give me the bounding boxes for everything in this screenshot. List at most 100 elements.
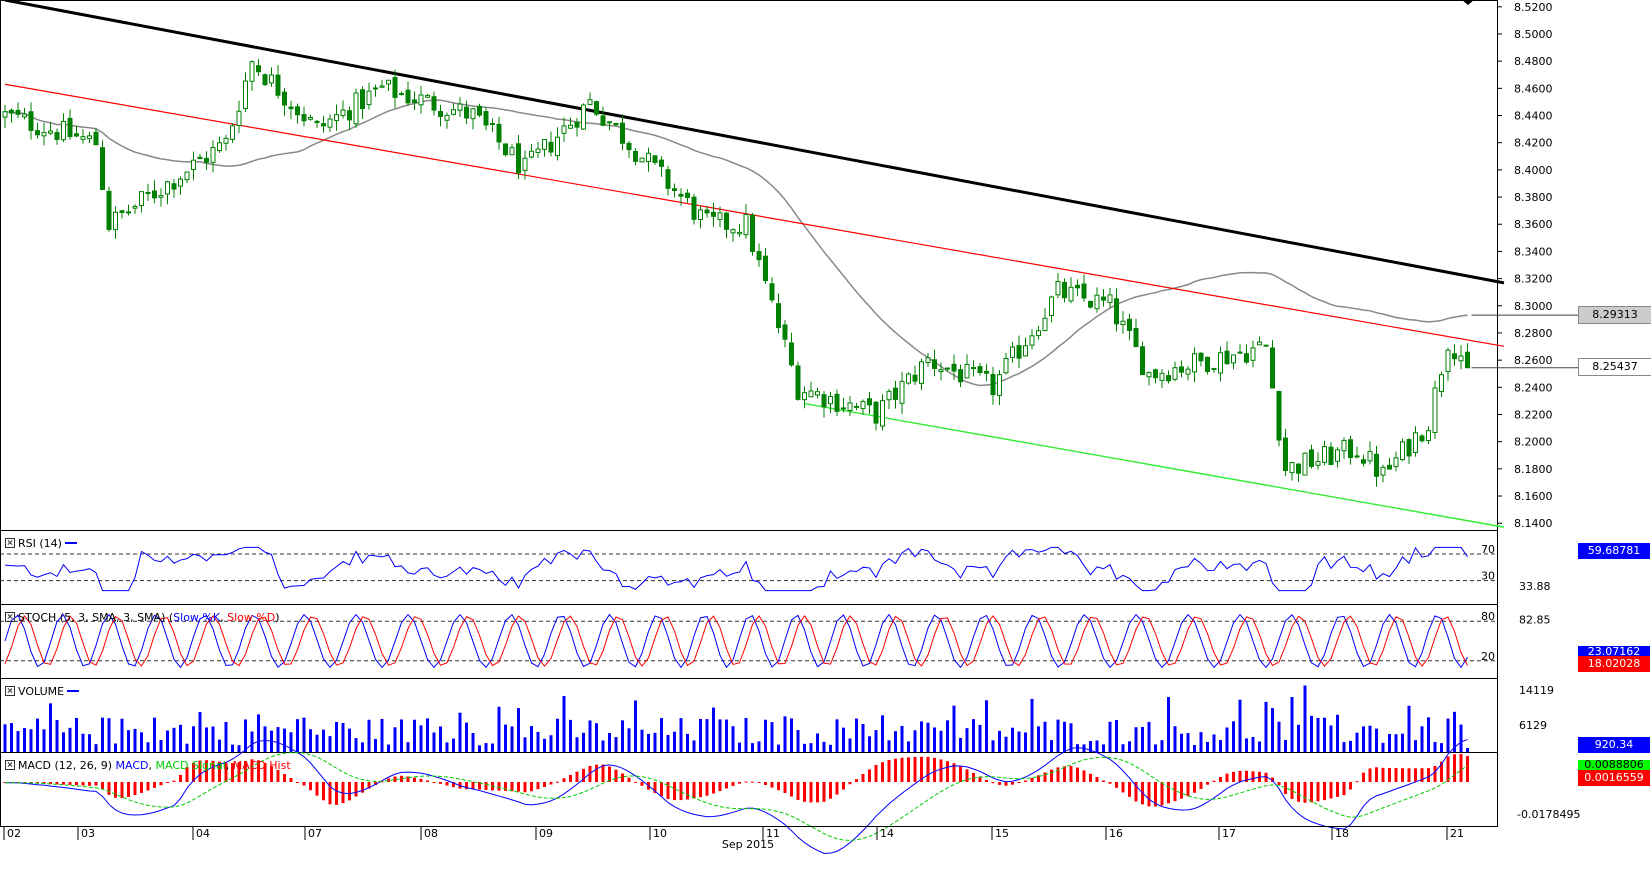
volume-bar xyxy=(179,724,182,752)
macd-hist-bar xyxy=(1147,782,1151,807)
volume-bar xyxy=(205,727,208,752)
candle-body xyxy=(990,373,996,396)
main-price-panel: 8.5200 8.5000 8.4800 8.4600 8.4400 8.4200 8.40… xyxy=(0,0,1578,531)
macd-hist-bar xyxy=(1011,782,1014,785)
volume-value-tag: 920.34 xyxy=(1578,737,1650,753)
candle-body xyxy=(626,142,632,151)
last-price-tag: 8.25437 xyxy=(1578,358,1651,376)
macd-hist-bar xyxy=(679,782,683,801)
candle-body xyxy=(9,109,14,114)
candle-body xyxy=(282,91,287,106)
volume-bar xyxy=(419,725,423,752)
volume-bar xyxy=(406,742,410,752)
macd-hist-bar xyxy=(1095,776,1099,782)
macd-hist-bar xyxy=(432,782,436,783)
candle-body xyxy=(165,181,170,195)
candle-body xyxy=(210,147,216,163)
macd-hist-bar xyxy=(231,763,234,782)
macd-hist-bar xyxy=(296,782,299,783)
macd-hist-bar xyxy=(1199,782,1203,789)
macd-hist-bar xyxy=(1329,782,1333,799)
candle-body xyxy=(152,190,157,199)
volume-bar xyxy=(744,718,748,752)
candle-body xyxy=(1302,452,1308,476)
candle-body xyxy=(1049,296,1054,316)
macd-hist-bar xyxy=(1115,782,1118,788)
price-tick-label: 8.2400 xyxy=(1514,381,1553,394)
volume-bar xyxy=(263,726,267,752)
macd-hist-bar xyxy=(380,781,384,783)
macd-hist-bar xyxy=(335,782,338,805)
volume-bar xyxy=(1290,697,1294,752)
macd-hist-bar xyxy=(94,782,98,786)
macd-hist-bar xyxy=(244,760,247,782)
volume-bar xyxy=(679,718,683,752)
stoch-d-line xyxy=(4,615,1468,667)
close-icon[interactable] xyxy=(5,538,15,548)
volume-bar xyxy=(725,719,728,752)
close-icon[interactable] xyxy=(5,760,15,770)
volume-bar xyxy=(920,721,923,752)
macd-hist-bar xyxy=(62,782,65,785)
macd-hist-bar xyxy=(341,782,345,804)
macd-hist-bar xyxy=(42,782,46,784)
volume-bar xyxy=(29,729,33,752)
candle-body xyxy=(698,209,703,221)
volume-bar xyxy=(874,730,878,752)
price-tick-label: 8.3200 xyxy=(1514,273,1553,286)
candle-body xyxy=(685,192,690,199)
macd-hist-bar xyxy=(133,782,137,796)
volume-bar xyxy=(1147,721,1151,752)
volume-bar xyxy=(575,737,579,752)
candle-body xyxy=(639,157,645,163)
candle-body xyxy=(67,117,73,137)
candle-body xyxy=(503,143,508,156)
volume-bar xyxy=(1212,734,1216,752)
candle-body xyxy=(808,390,814,398)
macd-hist-bar xyxy=(692,782,696,799)
macd-hist-bar xyxy=(120,782,124,799)
volume-bar xyxy=(484,743,488,752)
volume-bar xyxy=(731,726,735,752)
volume-bar xyxy=(861,724,865,752)
volume-bar xyxy=(380,718,384,752)
volume-bar xyxy=(978,724,982,752)
macd-hist-bar xyxy=(543,782,546,787)
volume-bar xyxy=(1232,721,1235,752)
volume-bar xyxy=(692,740,696,752)
volume-bar xyxy=(81,733,85,752)
candle-body xyxy=(743,213,749,236)
volume-bar xyxy=(322,729,325,752)
volume-bar xyxy=(224,721,228,752)
close-icon[interactable] xyxy=(5,612,15,622)
macd-hist-bar xyxy=(751,781,754,783)
candle-body xyxy=(1335,449,1340,462)
volume-bar xyxy=(757,741,761,752)
candle-body xyxy=(529,150,534,158)
macd-hist-bar xyxy=(315,782,319,796)
candle-body xyxy=(457,103,463,111)
candle-body xyxy=(1231,354,1236,364)
close-icon[interactable] xyxy=(5,686,15,696)
volume-bar xyxy=(68,727,72,752)
volume-bar xyxy=(1277,721,1281,752)
macd-hist-bar xyxy=(309,782,312,791)
candle-body xyxy=(769,283,775,301)
volume-bar xyxy=(185,743,189,752)
volume-bar xyxy=(666,734,670,752)
macd-hist-bar xyxy=(588,765,592,782)
volume-bar xyxy=(985,700,988,752)
candle-body xyxy=(464,106,469,119)
candle-body xyxy=(1192,353,1197,373)
macd-hist-bar xyxy=(952,763,956,782)
volume-bar xyxy=(1459,724,1463,752)
candle-body xyxy=(646,152,651,163)
candle-body xyxy=(438,111,443,118)
macd-hist-bar xyxy=(530,782,533,792)
volume-bar xyxy=(517,708,520,752)
macd-hist-bar xyxy=(666,782,670,799)
candle-body xyxy=(1237,351,1243,354)
macd-hist-bar xyxy=(965,769,969,782)
macd-hist-bar xyxy=(699,782,702,798)
macd-hist-bar xyxy=(179,774,182,782)
